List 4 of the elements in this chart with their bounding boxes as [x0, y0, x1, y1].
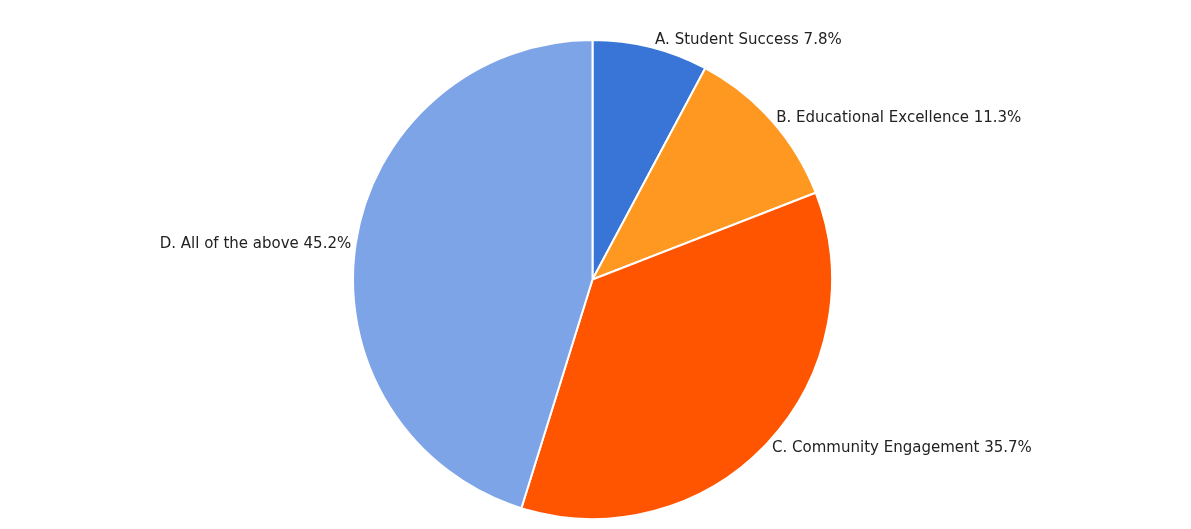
slice-label: C. Community Engagement 35.7%: [772, 438, 1032, 457]
slice-label: B. Educational Excellence 11.3%: [776, 107, 1022, 126]
slice-label: D. All of the above 45.2%: [159, 234, 352, 253]
slice-label: A. Student Success 7.8%: [655, 29, 842, 48]
